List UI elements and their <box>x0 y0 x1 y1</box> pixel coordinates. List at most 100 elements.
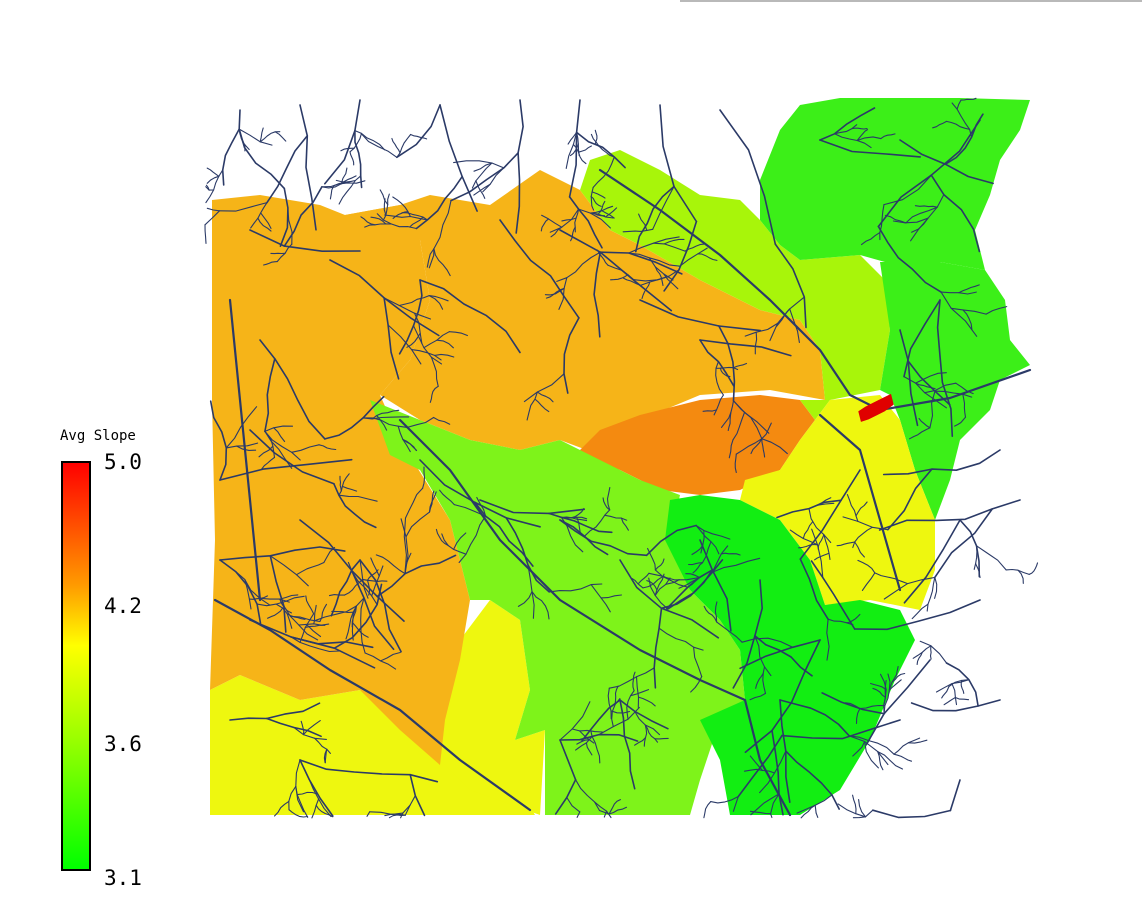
stream-segment <box>366 569 379 581</box>
stream-segment <box>861 572 876 591</box>
stream-segment <box>273 800 290 817</box>
stream-segment <box>319 603 328 623</box>
stream-segment <box>428 248 435 269</box>
stream-segment <box>249 229 361 252</box>
stream-segment <box>638 572 650 584</box>
stream-segment <box>391 137 401 154</box>
stream-segment <box>218 202 268 212</box>
stream-segment <box>288 785 297 811</box>
stream-segment <box>290 636 341 653</box>
stream-segment <box>419 279 521 354</box>
stream-segment <box>819 139 922 158</box>
stream-segment <box>283 186 323 247</box>
stream-segment <box>951 683 958 706</box>
stream-segment <box>238 128 273 146</box>
stream-segment <box>620 517 629 531</box>
stream-segment <box>883 174 932 206</box>
stream-segment <box>435 528 449 547</box>
stream-segment <box>934 390 973 398</box>
stream-segment <box>653 607 663 689</box>
stream-segment <box>299 759 334 817</box>
subbasin-layer <box>210 98 1030 815</box>
stream-segment <box>405 511 431 538</box>
stream-segment <box>634 185 675 253</box>
stream-segment <box>852 526 873 549</box>
stream-segment <box>903 299 941 378</box>
stream-segment <box>576 811 581 818</box>
stream-segment <box>663 238 685 245</box>
stream-segment <box>362 578 388 582</box>
stream-segment <box>473 183 491 196</box>
stream-segment <box>575 131 626 169</box>
stream-segment <box>376 213 417 230</box>
stream-segment <box>450 152 519 202</box>
stream-segment <box>347 561 378 606</box>
stream-segment <box>576 739 590 745</box>
stream-segment <box>879 204 885 241</box>
stream-segment <box>779 699 851 737</box>
stream-segment <box>448 331 468 337</box>
stream-segment <box>728 439 734 459</box>
stream-segment <box>403 517 407 575</box>
stream-segment <box>732 411 746 441</box>
stream-segment <box>354 129 363 189</box>
stream-segment <box>379 651 401 662</box>
stream-segment <box>259 597 290 603</box>
stream-segment <box>331 610 354 614</box>
stream-segment <box>945 120 971 130</box>
stream-segment <box>798 543 819 549</box>
stream-segment <box>607 687 612 720</box>
stream-segment <box>720 400 735 428</box>
stream-segment <box>734 453 737 474</box>
stream-segment <box>665 579 680 585</box>
stream-segment <box>903 519 961 604</box>
stream-segment <box>228 298 262 602</box>
stream-segment <box>375 554 406 575</box>
stream-segment <box>941 686 950 699</box>
stream-segment <box>784 750 841 810</box>
stream-segment <box>877 751 904 770</box>
stream-segment <box>842 516 889 531</box>
stream-segment <box>645 524 697 557</box>
stream-segment <box>749 810 772 815</box>
stream-segment <box>949 779 961 812</box>
stream-segment <box>732 362 748 369</box>
stream-segment <box>575 779 601 812</box>
stream-segment <box>401 212 428 221</box>
stream-segment <box>855 707 861 725</box>
legend-tick-min: 3.1 <box>104 866 142 890</box>
stream-segment <box>544 287 565 296</box>
stream-segment <box>826 618 830 661</box>
stream-segment <box>567 131 578 145</box>
stream-segment <box>559 229 673 312</box>
stream-segment <box>811 528 824 579</box>
stream-segment <box>570 226 576 242</box>
stream-segment <box>299 759 439 783</box>
stream-segment <box>608 799 621 815</box>
stream-segment <box>206 167 220 177</box>
stream-segment <box>383 198 387 216</box>
stream-segment <box>814 552 830 561</box>
stream-segment <box>604 514 628 521</box>
stream-segment <box>206 207 221 212</box>
stream-segment <box>248 595 269 600</box>
stream-segment <box>954 416 967 427</box>
legend-title: Avg Slope <box>60 428 136 444</box>
legend-tick-max: 5.0 <box>104 450 142 474</box>
stream-segment <box>638 213 648 231</box>
stream-segment <box>951 102 973 138</box>
stream-segment <box>371 409 400 420</box>
stream-segment <box>395 104 441 159</box>
stream-segment <box>382 193 390 221</box>
stream-segment <box>715 361 724 396</box>
stream-segment <box>250 202 268 229</box>
stream-segment <box>371 565 384 597</box>
stream-segment <box>323 99 361 185</box>
stream-segment <box>892 217 929 224</box>
stream-segment <box>585 742 593 756</box>
stream-segment <box>400 812 404 819</box>
stream-segment <box>433 200 452 250</box>
stream-segment <box>219 559 262 625</box>
stream-segment <box>776 308 791 327</box>
stream-segment <box>891 672 906 683</box>
